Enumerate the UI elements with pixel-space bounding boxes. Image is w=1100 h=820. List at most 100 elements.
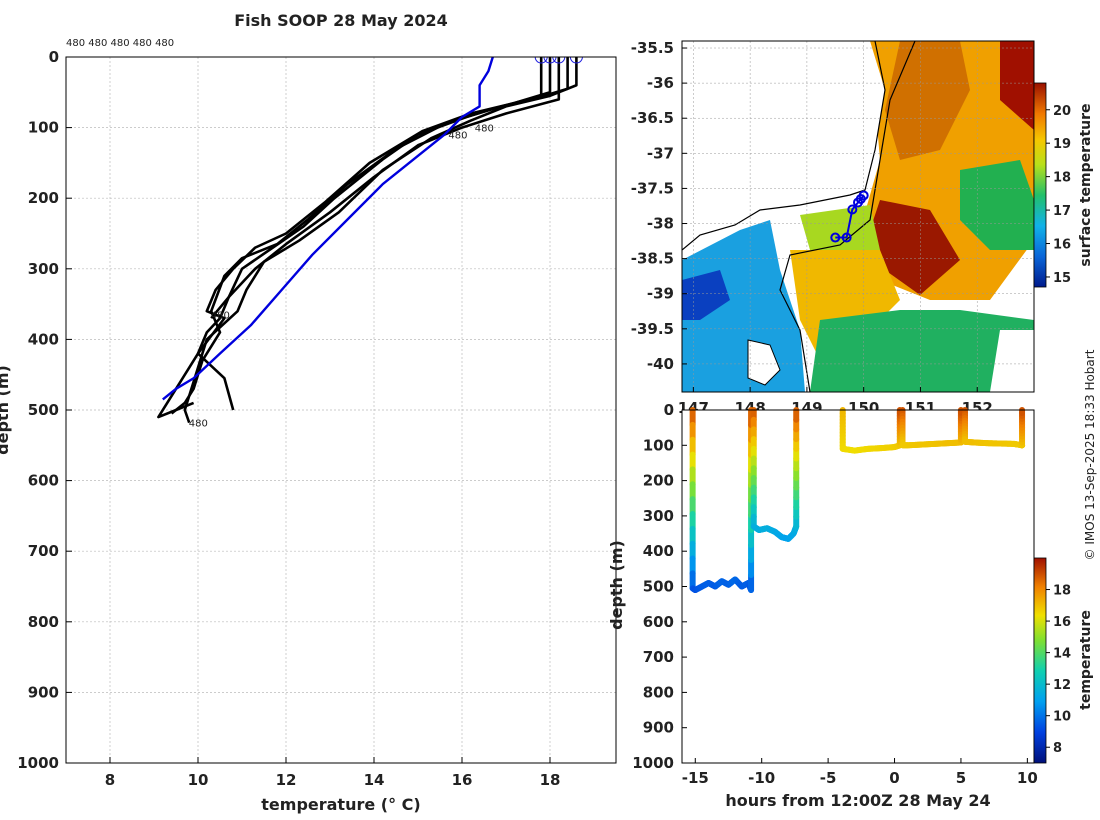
profile-y-tick-label: 100 (28, 119, 59, 137)
profile-line-4 (196, 57, 543, 411)
section-x-tick-label: -10 (748, 769, 775, 787)
profile-y-tick-label: 500 (28, 401, 59, 419)
top-probe-ids: 480 480 480 480 480 (66, 38, 174, 49)
profile-x-tick-label: 10 (188, 771, 209, 789)
profile-y-tick-label: 900 (28, 683, 59, 701)
map-ticks: 147148149150151152-35.5-36-36.5-37-37.5-… (631, 39, 993, 417)
section-y-tick-label: 600 (643, 613, 674, 631)
map-lat-tick-label: -38 (647, 215, 674, 233)
profile-y-tick-label: 0 (49, 48, 59, 66)
section-plot-area (682, 410, 1034, 763)
map-lat-tick-label: -35.5 (631, 39, 674, 57)
temperature-colorbar-tick-label: 12 (1053, 678, 1071, 693)
section-y-tick-label: 400 (643, 542, 674, 560)
temperature-colorbar-label: temperature (1078, 610, 1094, 710)
credit-text: © IMOS 13-Sep-2025 18:33 Hobart (1083, 349, 1097, 560)
section-x-tick-label: 0 (889, 769, 899, 787)
profile-line-5 (210, 57, 561, 320)
temperature-colorbar-tick-label: 10 (1053, 710, 1071, 725)
map-lat-tick-label: -37 (647, 144, 674, 162)
section-x-tick-label: -15 (682, 769, 709, 787)
profile-x-tick-label: 14 (364, 771, 385, 789)
surface-marker (534, 57, 548, 64)
probe-id-label: 480 (448, 131, 467, 142)
section-tracks (689, 407, 1026, 594)
profile-y-label: depth (m) (0, 365, 12, 455)
profile-y-tick-label: 700 (28, 542, 59, 560)
profile-y-tick-label: 400 (28, 330, 59, 348)
map-grid (682, 41, 1034, 392)
drop-location-marker (853, 197, 863, 208)
profile-y-tick-label: 800 (28, 613, 59, 631)
section-y-tick-label: 700 (643, 648, 674, 666)
profile-lines: 480 480 480 480 (157, 57, 583, 430)
profile-y-tick-label: 300 (28, 260, 59, 278)
sst-map-field (682, 41, 1034, 392)
map-cold-patch (682, 270, 730, 320)
sst-colorbar-ticks: 15 16 17 18 19 20 (1046, 104, 1071, 286)
profile-x-tick-label: 16 (452, 771, 473, 789)
map-shelf-water (800, 205, 880, 260)
profile-line-3 (157, 57, 552, 419)
figure-title: Fish SOOP 28 May 2024 (234, 11, 448, 30)
drop-location-marker (847, 204, 858, 215)
profile-plot-area (66, 57, 616, 763)
profile-x-tick-label: 18 (540, 771, 561, 789)
section-y-label: depth (m) (607, 540, 626, 630)
drop-location-marker (841, 232, 852, 243)
map-orange-north (885, 41, 970, 160)
map-lat-tick-label: -39 (647, 285, 674, 303)
sst-colorbar-tick-label: 15 (1053, 271, 1071, 286)
section-y-tick-label: 800 (643, 683, 674, 701)
section-y-tick-label: 300 (643, 507, 674, 525)
section-y-tick-label: 500 (643, 578, 674, 596)
section-ticks: -15 -10 -5 0 5 100100200300400500600700800900… (632, 401, 1038, 787)
section-x-tick-label: 5 (956, 769, 966, 787)
map-green-south (810, 310, 1034, 392)
section-x-tick-label: 10 (1017, 769, 1038, 787)
profile-x-label: temperature (° C) (261, 795, 420, 814)
sst-colorbar-tick-label: 16 (1053, 238, 1071, 253)
section-x-label: hours from 12:00Z 28 May 24 (725, 791, 990, 810)
profile-plot: 8 10 12 14 16 18 0 100 200 300 400 500 600 700 800 900 1… (0, 48, 617, 814)
map-hot-corner (1000, 41, 1034, 130)
temperature-colorbar-tick-label: 16 (1053, 615, 1071, 630)
section-y-tick-label: 200 (643, 472, 674, 490)
probe-id-label: 480 (475, 124, 494, 135)
sst-map: 147148149150151152-35.5-36-36.5-37-37.5-… (631, 39, 1094, 417)
temperature-colorbar-tick-label: 14 (1053, 647, 1071, 662)
map-cloud-gap (990, 330, 1034, 392)
temperature-colorbar-ticks: 8 10 12 14 16 18 (1046, 584, 1071, 756)
profile-y-tick-label: 1000 (17, 754, 59, 772)
sst-colorbar (1033, 82, 1047, 288)
map-coastline (682, 41, 886, 251)
map-lat-tick-label: -37.5 (631, 179, 674, 197)
mean-profile-line (162, 57, 494, 401)
temperature-colorbar-tick-label: 8 (1053, 741, 1062, 756)
section-y-tick-label: 1000 (632, 754, 674, 772)
profile-grid (66, 56, 616, 764)
probe-id-label: 480 (211, 311, 230, 322)
temperature-colorbar-tick-label: 18 (1053, 584, 1071, 599)
sst-colorbar-tick-label: 18 (1053, 171, 1071, 186)
sst-colorbar-tick-label: 17 (1053, 204, 1071, 219)
surface-marker (552, 57, 566, 64)
map-green-patch (960, 160, 1034, 250)
map-drop-locations (830, 190, 869, 243)
sst-colorbar-tick-label: 19 (1053, 137, 1071, 152)
map-lat-tick-label: -36.5 (631, 109, 674, 127)
map-lat-tick-label: -38.5 (631, 250, 674, 268)
profile-ticks: 8 10 12 14 16 18 0 100 200 300 400 500 600 700 800 900 1… (17, 48, 560, 789)
profile-x-tick-label: 8 (105, 771, 115, 789)
section-y-tick-label: 900 (643, 719, 674, 737)
sst-colorbar-label: surface temperature (1078, 103, 1094, 266)
section-y-tick-label: 100 (643, 436, 674, 454)
depth-time-section: -15 -10 -5 0 5 100100200300400500600700800900… (607, 401, 1094, 810)
profile-frame (65, 56, 617, 764)
profile-x-tick-label: 12 (276, 771, 297, 789)
map-eddy-core (870, 200, 960, 295)
map-yellow-region (790, 250, 900, 360)
profile-y-tick-label: 200 (28, 189, 59, 207)
section-x-tick-label: -5 (820, 769, 837, 787)
